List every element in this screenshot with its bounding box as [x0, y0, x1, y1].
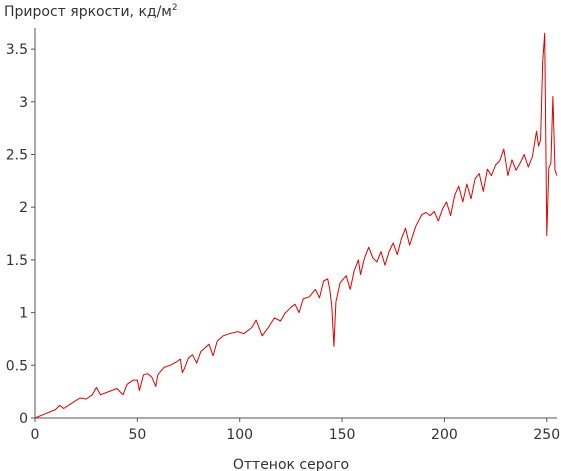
chart-title-superscript: 2: [172, 3, 178, 13]
y-tick-label: 0: [19, 411, 28, 427]
chart-title-text: Прирост яркости, кд/м: [4, 4, 172, 20]
y-tick-label: 2.5: [6, 147, 28, 163]
y-tick-label: 1.5: [6, 253, 28, 269]
x-tick-label: 100: [226, 427, 253, 443]
y-tick-label: 1: [19, 306, 28, 322]
x-tick-label: 50: [128, 427, 146, 443]
y-tick-label: 3.5: [6, 42, 28, 58]
x-tick-label: 150: [329, 427, 356, 443]
y-tick-label: 0.5: [6, 358, 28, 374]
x-tick-label: 250: [533, 427, 560, 443]
x-tick-label: 200: [431, 427, 458, 443]
x-axis-label: Оттенок серого: [233, 457, 349, 471]
y-axis: 0 0.5 1 1.5 2 2.5 3 3.5: [6, 28, 36, 427]
x-tick-label: 0: [31, 427, 40, 443]
plot-area: [34, 32, 558, 419]
y-tick-label: 3: [19, 95, 28, 111]
x-axis: 0 50 100 150 200 250: [31, 417, 560, 443]
chart-title: Прирост яркости, кд/м2: [4, 3, 178, 20]
y-tick-label: 2: [19, 200, 28, 216]
series-line: [34, 32, 558, 419]
